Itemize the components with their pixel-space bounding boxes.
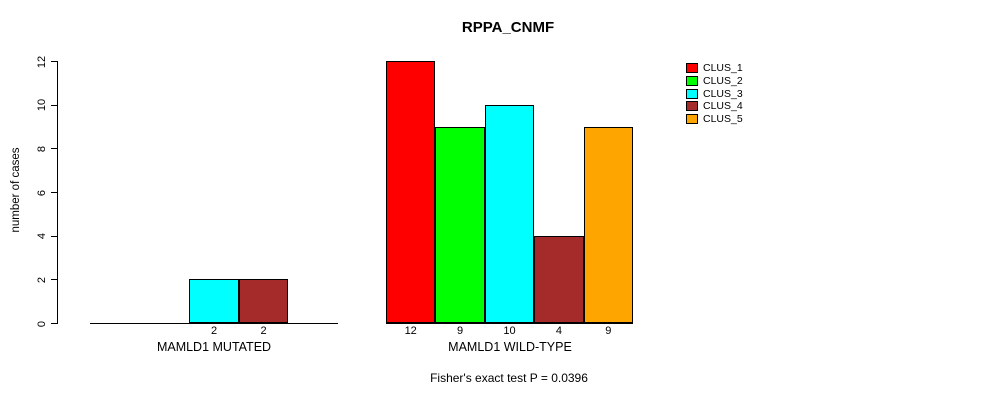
y-axis-tick-label: 8 [36,145,48,152]
legend-label: CLUS_4 [703,100,743,113]
legend-swatch-clus_3 [686,88,698,99]
bar-clus_5 [583,126,633,323]
bar-value-label: 9 [457,325,464,337]
y-axis-tick [51,104,57,106]
bar-value-label: 10 [503,325,516,337]
legend-item: CLUS_5 [686,113,743,126]
y-axis-tick [51,61,57,62]
y-axis-tick-label: 6 [36,189,48,196]
bar-value-label: 9 [605,325,612,337]
y-axis-tick-label: 4 [36,233,48,240]
bar-clus_3 [484,104,535,323]
legend-label: CLUS_1 [703,62,743,75]
y-axis-title: number of cases [10,147,22,233]
bar-value-label: 2 [210,325,218,337]
legend-label: CLUS_2 [703,75,743,88]
bar-value-label: 12 [404,325,417,337]
legend: CLUS_1 CLUS_2 CLUS_3 CLUS_4 CLUS_5 [686,62,743,125]
y-axis-tick [51,148,57,150]
y-axis-tick-label: 10 [36,99,48,112]
legend-label: CLUS_5 [703,113,743,126]
footnote-fishers-test: Fisher's exact test P = 0.0396 [430,371,588,385]
chart-title: RPPA_CNMF [461,19,555,36]
bar-clus_2 [435,126,485,323]
legend-item: CLUS_4 [686,100,743,113]
y-axis-tick [51,235,57,237]
bar-clus_3 [189,279,239,323]
x-axis-baseline [386,323,633,324]
y-axis-tick-label: 0 [36,320,48,327]
y-axis-tick-label: 2 [36,276,48,283]
group-label-wild-type: MAMLD1 WILD-TYPE [448,340,572,354]
bar-value-label: 4 [555,325,562,337]
legend-swatch-clus_1 [686,63,698,74]
group-label-mutated: MAMLD1 MUTATED [156,340,272,354]
legend-item: CLUS_3 [686,87,743,100]
y-axis-line [57,61,58,324]
x-axis-baseline [90,323,338,324]
y-axis-tick-label: 12 [36,55,48,68]
legend-swatch-clus_4 [686,101,698,112]
legend-swatch-clus_2 [686,76,698,87]
bar-value-label: 2 [260,325,267,337]
bar-clus_4 [534,235,584,323]
bar-clus_1 [386,61,436,323]
legend-label: CLUS_3 [703,87,743,100]
y-axis-tick [51,192,57,193]
legend-item: CLUS_2 [686,75,743,88]
y-axis-tick [51,323,57,324]
legend-swatch-clus_5 [686,114,698,125]
legend-item: CLUS_1 [686,62,743,75]
y-axis-tick [51,279,57,281]
bar-clus_4 [238,279,289,323]
